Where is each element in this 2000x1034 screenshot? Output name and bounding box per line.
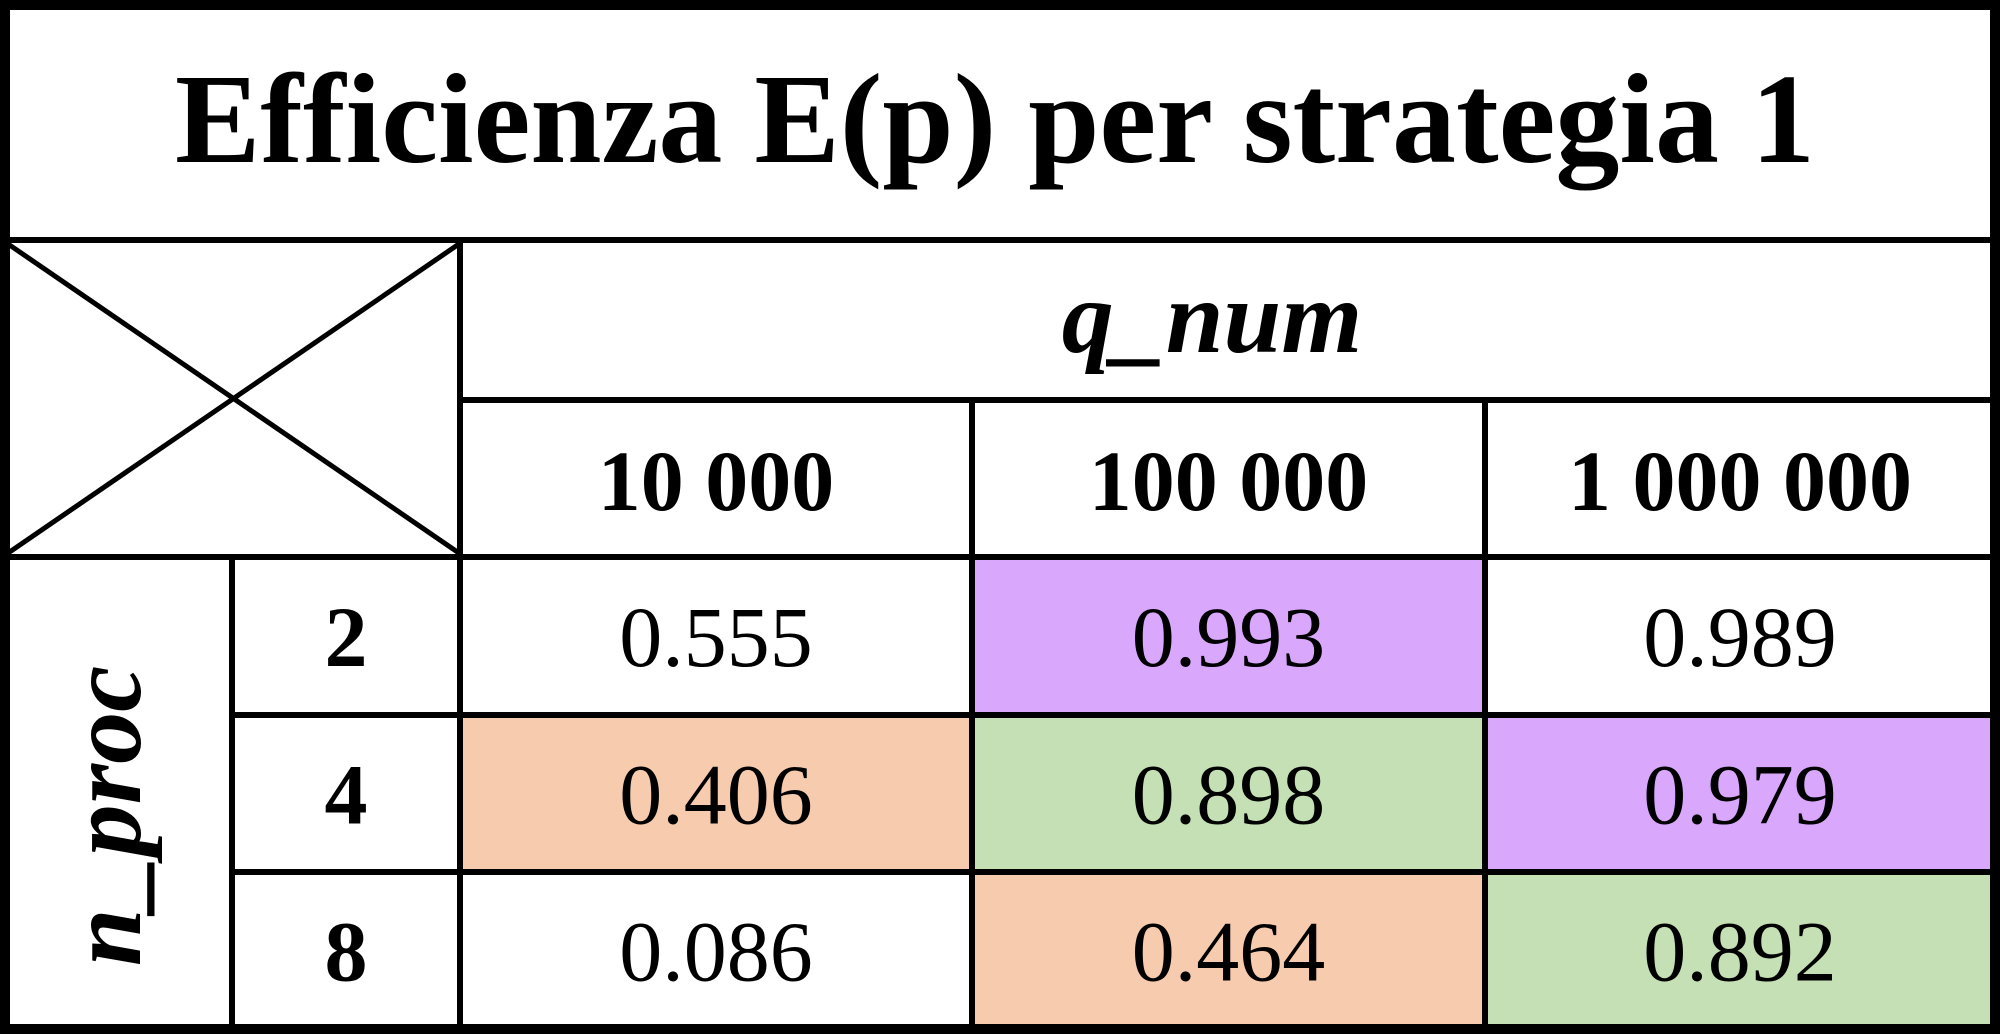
column-header-2: 100 000 [1089,433,1369,529]
cell-value-r1-c2: 0.993 [1132,589,1326,685]
row-header-2: 4 [325,747,368,843]
cell-fill-r1-c1 [460,557,972,715]
cell-value-r1-c3: 0.989 [1643,589,1837,685]
column-header-1: 10 000 [598,433,835,529]
table-title: Efficienza E(p) per strategia 1 [175,48,1815,190]
corner-diagonal-up [7,242,460,555]
cell-fill-r2-c1 [460,715,972,872]
column-header-3: 1 000 000 [1568,433,1912,529]
cell-fill-r2-c3 [1485,715,1995,872]
cell-fill-r1-c2 [972,557,1485,715]
row-header-3: 8 [325,904,368,1000]
cell-fill-r1-c3 [1485,557,1995,715]
column-axis-label: q_num [1062,260,1363,375]
cell-texts: 10 000 100 000 1 000 000 2 0.555 0.993 0.989 4 0… [325,433,1913,1000]
cell-fill-r3-c3 [1485,872,1995,1029]
cell-fill-r2-c2 [972,715,1485,872]
row-header-1: 2 [325,589,368,685]
cell-value-r3-c1: 0.086 [619,904,813,1000]
cell-fill-r3-c2 [972,872,1485,1029]
cell-value-r1-c1: 0.555 [619,589,813,685]
cell-value-r2-c2: 0.898 [1132,747,1326,843]
cell-fills [460,557,1995,1029]
row-axis-label: n_proc [48,666,163,966]
cell-value-r3-c2: 0.464 [1132,904,1326,1000]
cell-value-r2-c3: 0.979 [1643,747,1837,843]
cell-value-r2-c1: 0.406 [619,747,813,843]
cell-fill-r3-c1 [460,872,972,1029]
cell-value-r3-c3: 0.892 [1643,904,1837,1000]
